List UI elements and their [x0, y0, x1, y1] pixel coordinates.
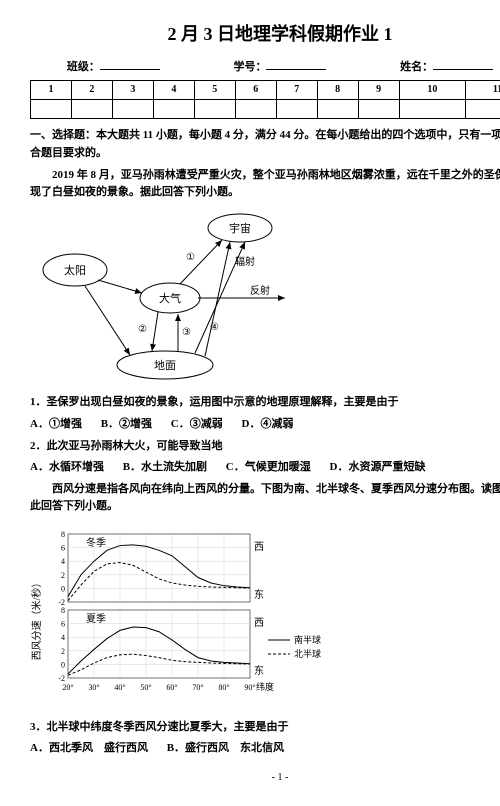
col-6: 6: [235, 81, 276, 100]
svg-text:80°: 80°: [218, 683, 229, 692]
svg-text:-2: -2: [58, 674, 65, 683]
svg-text:0: 0: [61, 584, 65, 593]
col-11: 11: [466, 81, 500, 100]
q3-opt-b[interactable]: B．盛行西风 东北信风: [167, 740, 284, 758]
col-8: 8: [317, 81, 358, 100]
ground-label: 地面: [154, 359, 176, 372]
q1-options: A．①增强 B．②增强 C．③减弱 D．④减弱: [30, 416, 500, 434]
svg-text:西: 西: [254, 542, 264, 553]
svg-text:70°: 70°: [192, 683, 203, 692]
class-blank[interactable]: [100, 57, 160, 70]
q3-options: A．西北季风 盛行西风 B．盛行西风 东北信风: [30, 740, 500, 758]
svg-text:8: 8: [61, 530, 65, 539]
reflection-label: 反射: [250, 285, 270, 297]
col-7: 7: [276, 81, 317, 100]
svg-text:6: 6: [61, 544, 65, 553]
passage-2: 西风分速是指各风向在纬向上西风的分量。下图为南、北半球冬、夏季西风分速分布图。读…: [30, 481, 500, 516]
label-3: ③: [182, 327, 191, 338]
q2-opt-d[interactable]: D．水资源严重短缺: [330, 459, 426, 477]
student-info: 班级： 学号： 姓名：: [30, 57, 500, 77]
q2-text: 2．此次亚马孙雨林大火，可能导致当地: [30, 438, 500, 456]
q3-text: 3．北半球中纬度冬季西风分速比夏季大，主要是由于: [30, 719, 500, 737]
page-title: 2 月 3 日地理学科假期作业 1: [30, 20, 500, 49]
svg-text:90°: 90°: [244, 683, 255, 692]
col-2: 2: [71, 81, 112, 100]
svg-text:20°: 20°: [62, 683, 73, 692]
svg-text:2: 2: [61, 647, 65, 656]
svg-text:西风分速（米/秒）: 西风分速（米/秒）: [30, 578, 43, 661]
q1-opt-b[interactable]: B．②增强: [101, 416, 152, 434]
id-blank[interactable]: [266, 57, 326, 70]
col-9: 9: [358, 81, 399, 100]
svg-text:40°: 40°: [114, 683, 125, 692]
id-label: 学号：: [233, 61, 266, 73]
svg-text:30°: 30°: [88, 683, 99, 692]
q3-opt-a[interactable]: A．西北季风 盛行西风: [30, 740, 148, 758]
svg-text:6: 6: [61, 620, 65, 629]
q2-opt-c[interactable]: C．气候更加暖湿: [226, 459, 311, 477]
col-1: 1: [31, 81, 72, 100]
label-4: ④: [210, 322, 219, 333]
svg-text:夏季: 夏季: [86, 613, 106, 625]
q1-opt-c[interactable]: C．③减弱: [171, 416, 223, 434]
name-label: 姓名：: [400, 61, 433, 73]
wind-chart: 西风分速（米/秒）-202468冬季西东-202468夏季西东20°30°40°…: [30, 524, 500, 711]
radiation-diagram: 太阳 宇宙 大气 地面 ① ② ③ ④ 辐射 反射: [30, 210, 500, 387]
q1-opt-d[interactable]: D．④减弱: [242, 416, 294, 434]
svg-text:8: 8: [61, 606, 65, 615]
page-number: - 1 -: [30, 770, 500, 786]
answer-grid-row[interactable]: [31, 100, 500, 119]
svg-text:冬季: 冬季: [86, 536, 106, 549]
col-10: 10: [399, 81, 466, 100]
answer-grid-header: 1 2 3 4 5 6 7 8 9 10 11: [31, 81, 500, 100]
q2-opt-b[interactable]: B．水土流失加剧: [123, 459, 207, 477]
section-intro: 一、选择题：本大题共 11 小题，每小题 4 分，满分 44 分。在每小题给出的…: [30, 127, 500, 162]
svg-text:西: 西: [254, 618, 264, 629]
svg-text:纬度: 纬度: [256, 681, 274, 692]
name-blank[interactable]: [433, 57, 493, 70]
col-5: 5: [194, 81, 235, 100]
svg-text:北半球: 北半球: [294, 648, 321, 659]
q2-options: A．水循环增强 B．水土流失加剧 C．气候更加暖湿 D．水资源严重短缺: [30, 459, 500, 477]
svg-text:东: 东: [254, 588, 264, 601]
svg-text:4: 4: [61, 633, 65, 642]
svg-text:60°: 60°: [166, 683, 177, 692]
svg-text:东: 东: [254, 664, 264, 677]
label-1: ①: [186, 252, 195, 263]
svg-text:50°: 50°: [140, 683, 151, 692]
svg-text:2: 2: [61, 571, 65, 580]
q2-opt-a[interactable]: A．水循环增强: [30, 459, 104, 477]
q1-opt-a[interactable]: A．①增强: [30, 416, 82, 434]
col-4: 4: [153, 81, 194, 100]
passage-1: 2019 年 8 月，亚马孙雨林遭受严重火灾，整个亚马孙雨林地区烟雾浓重，远在千…: [30, 167, 500, 202]
atmosphere-label: 大气: [159, 291, 181, 305]
class-label: 班级：: [67, 61, 100, 73]
svg-text:0: 0: [61, 660, 65, 669]
sun-label: 太阳: [64, 264, 86, 277]
col-3: 3: [112, 81, 153, 100]
label-2: ②: [138, 324, 147, 335]
svg-text:南半球: 南半球: [294, 634, 321, 645]
q1-text: 1．圣保罗出现白昼如夜的景象，运用图中示意的地理原理解释，主要是由于: [30, 394, 500, 412]
universe-label: 宇宙: [229, 221, 251, 235]
answer-grid: 1 2 3 4 5 6 7 8 9 10 11: [30, 80, 500, 119]
svg-text:4: 4: [61, 557, 65, 566]
